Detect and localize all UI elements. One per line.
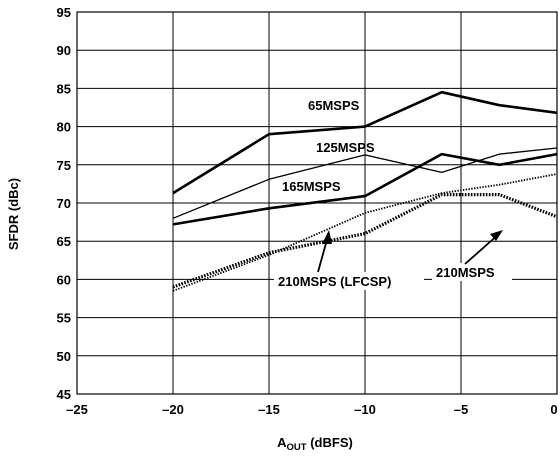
y-tick-label: 85 [57,81,71,96]
label-125msps: 125MSPS [316,140,375,155]
y-tick-label: 70 [57,196,71,211]
label-165msps: 165MSPS [282,179,341,194]
arrow-210msps-lfcsp-head [322,230,332,244]
x-tick-label: 0 [550,402,557,417]
y-axis-title: SFDR (dBc) [6,178,21,250]
x-tick-label: –5 [454,402,468,417]
series-line-2 [172,152,558,226]
y-tick-label: 95 [57,5,71,20]
series-line-3 [172,193,558,289]
x-tick-label: –10 [354,402,376,417]
y-tick-label: 90 [57,43,71,58]
x-tick-label: –20 [162,402,184,417]
y-tick-label: 75 [57,158,71,173]
y-tick-label: 60 [57,272,71,287]
y-tick-label: 65 [57,234,71,249]
series-line-1 [172,147,558,219]
y-tick-label: 55 [57,311,71,326]
x-axis-title: AOUT (dBFS) [277,435,353,453]
series-group [172,90,558,292]
label-65msps: 65MSPS [308,98,360,113]
label-210msps-lfcsp: 210MSPS (LFCSP) [278,274,391,289]
x-axis-title-main: A [277,435,287,450]
label-210msps-lfcsp-bg [274,272,424,290]
x-axis-title-subscript: OUT [287,442,307,453]
series-line-4 [172,173,558,292]
x-tick-label: –15 [258,402,280,417]
y-tick-label: 50 [57,349,71,364]
y-tick-labels: 45 50 55 60 65 70 75 80 85 90 95 [57,5,71,402]
y-tick-label: 80 [57,120,71,135]
x-tick-labels: –25 –20 –15 –10 –5 0 [66,402,557,417]
label-210msps: 210MSPS [436,265,495,280]
arrow-210msps-head [490,230,503,241]
x-tick-label: –25 [66,402,88,417]
x-axis-title-unit: (dBFS) [307,435,353,450]
series-line-0 [172,90,558,195]
y-tick-label: 45 [57,387,71,402]
plot-frame [76,11,558,395]
label-210msps-bg [432,263,512,281]
